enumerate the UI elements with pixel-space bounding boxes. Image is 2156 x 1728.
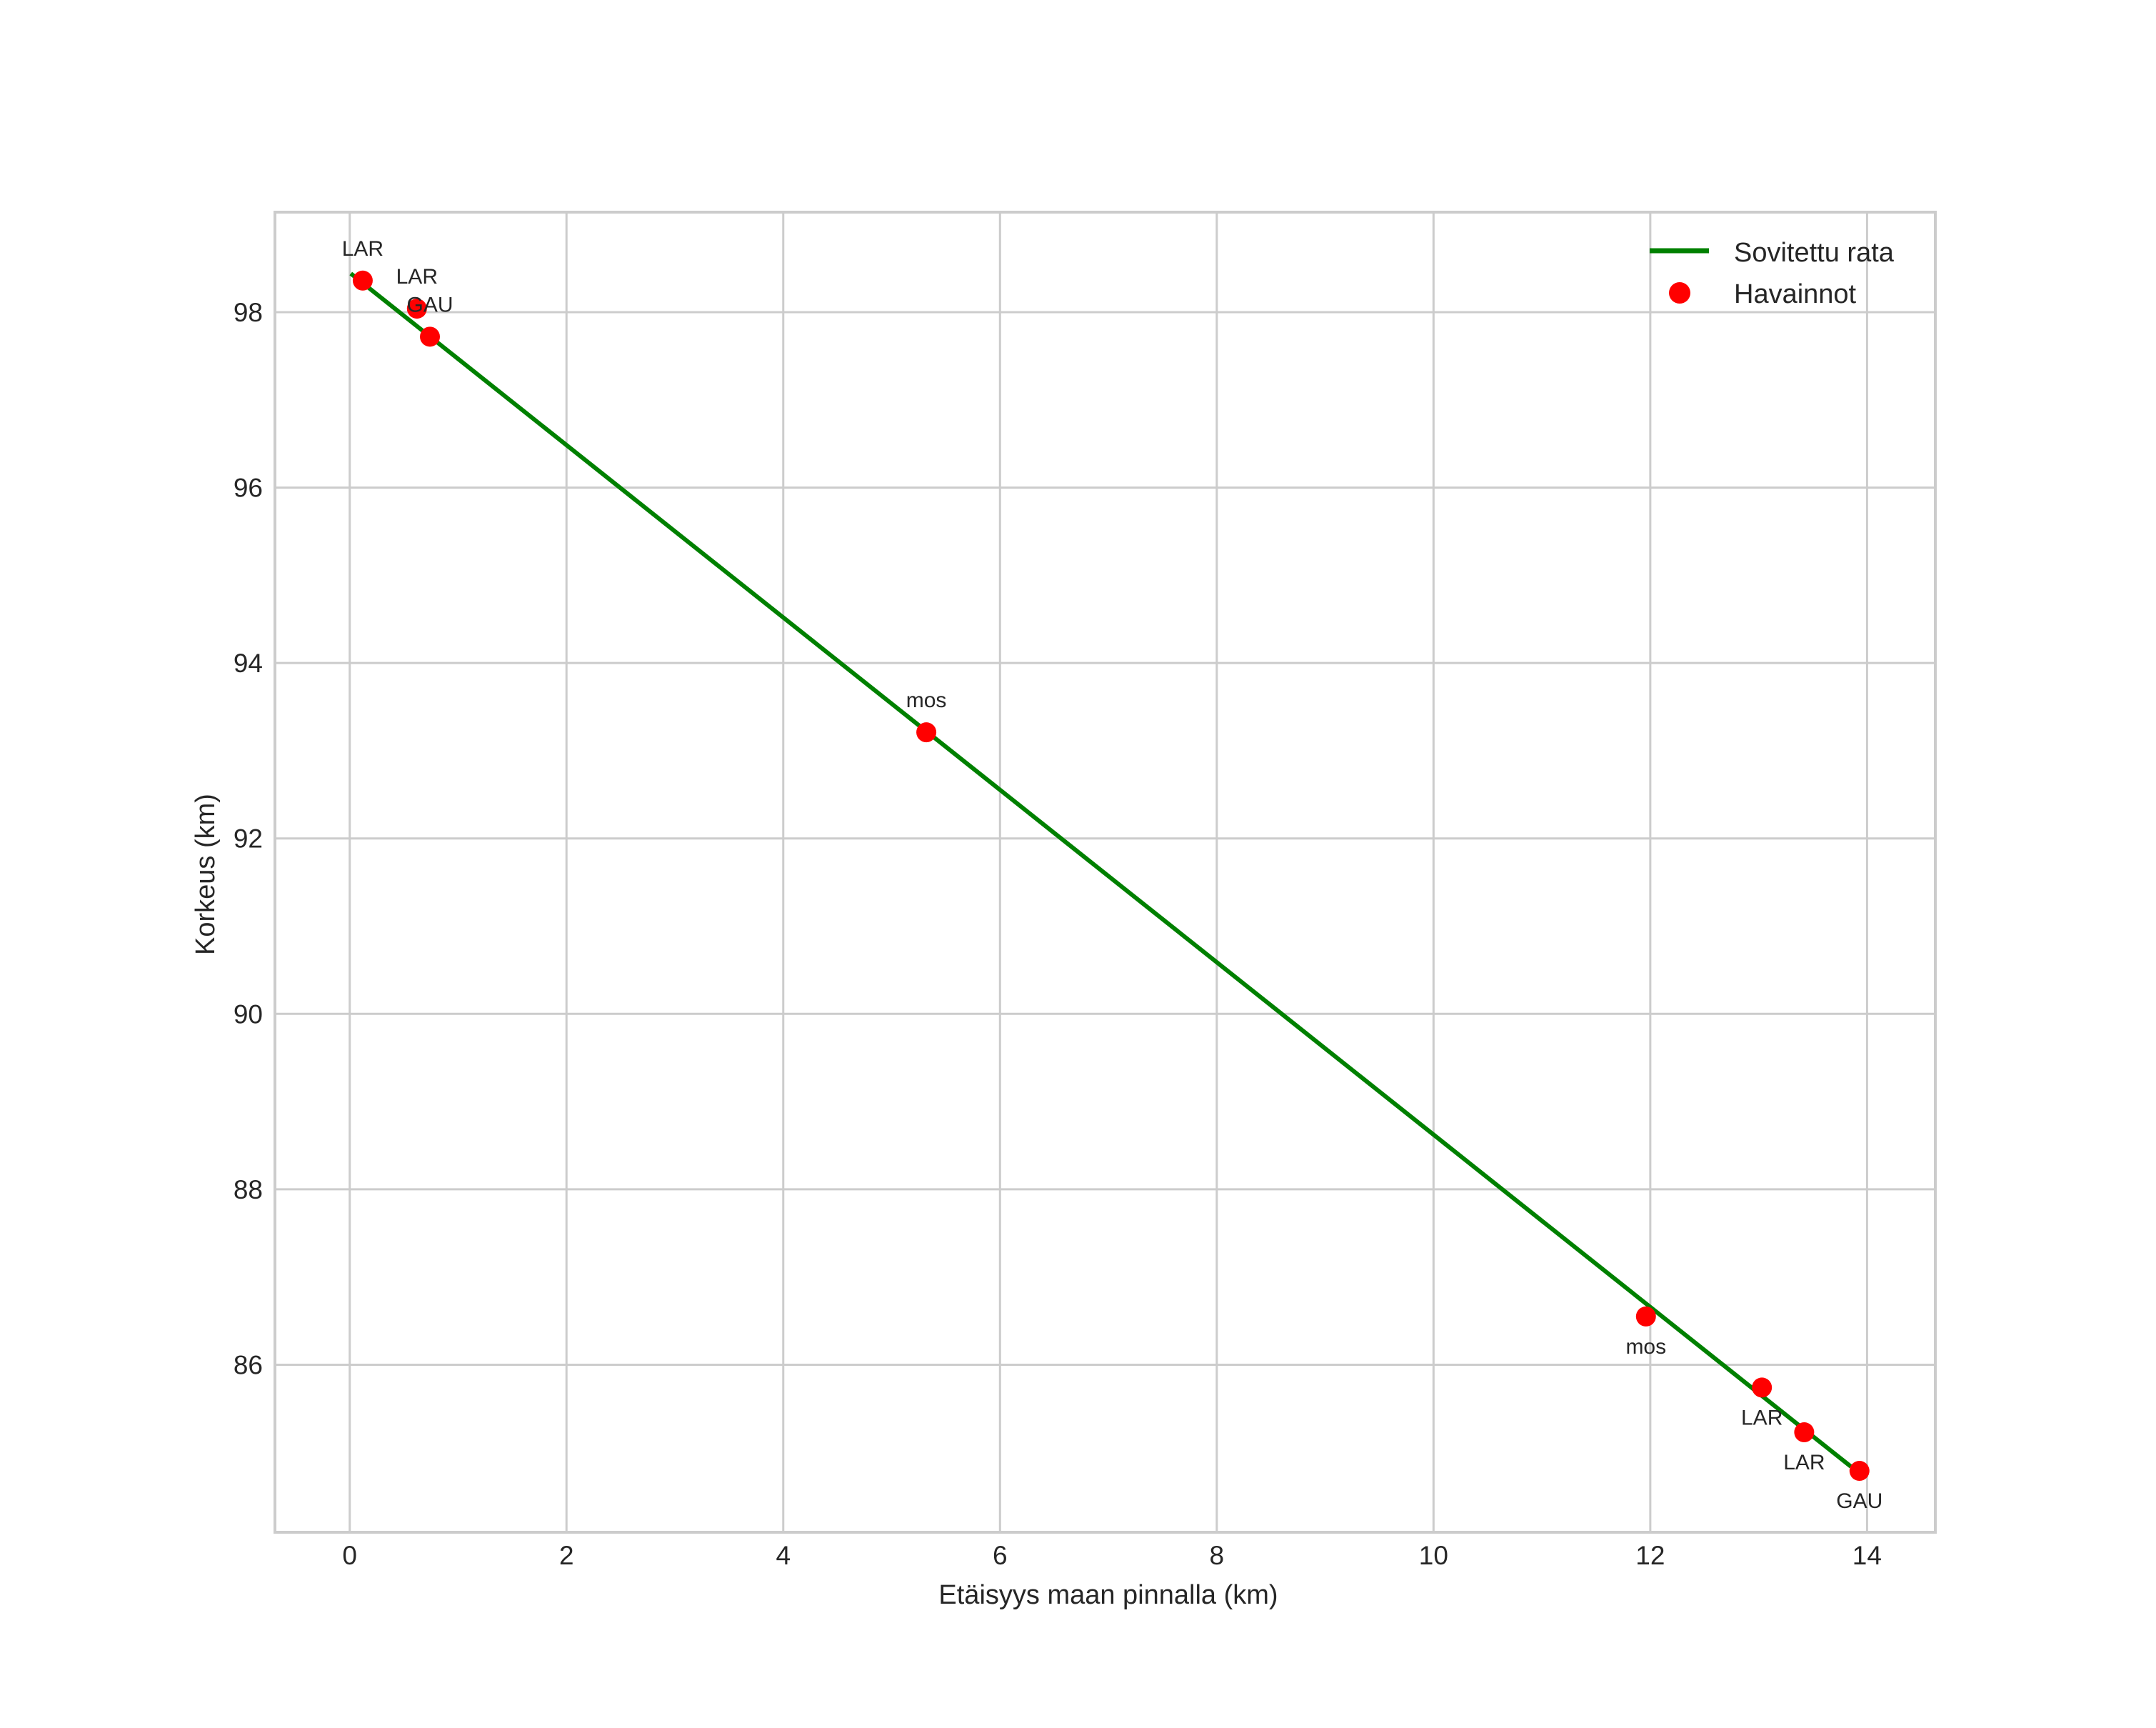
observation-point [1635,1306,1656,1327]
point-label: GAU [407,293,453,316]
fitted-trajectory-line [349,271,1852,1469]
x-tick-label: 2 [559,1541,574,1570]
x-tick-label: 10 [1419,1541,1448,1570]
y-tick-label: 90 [234,999,263,1029]
y-axis-ticks: 86 88 90 92 94 96 98 [234,298,263,1379]
y-tick-label: 92 [234,824,263,854]
point-label: LAR [1783,1451,1825,1474]
observation-point [1752,1377,1773,1398]
y-tick-label: 94 [234,649,263,678]
observation-point [352,270,373,291]
point-label: LAR [342,237,383,261]
point-label: mos [1625,1335,1666,1359]
x-tick-label: 0 [342,1541,357,1570]
plot-area-frame [274,211,1937,1534]
y-tick-label: 96 [234,474,263,503]
x-tick-label: 4 [776,1541,791,1570]
legend-circle-marker [1669,282,1690,304]
observation-point [1849,1461,1870,1482]
point-label: LAR [396,265,438,289]
legend-label-observations: Havainnot [1734,279,1857,309]
x-tick-label: 12 [1635,1541,1665,1570]
observation-point [916,722,937,743]
x-axis-label: Etäisyys maan pinnalla (km) [938,1580,1278,1610]
y-axis-label: Korkeus (km) [191,794,221,955]
data-series [349,270,1870,1482]
x-axis-ticks: 0 2 4 6 8 10 12 14 [342,1541,1882,1570]
grid-lines [275,212,1935,1532]
observation-point [406,299,427,319]
y-tick-label: 86 [234,1350,263,1379]
point-label: mos [906,689,947,712]
observation-point [1794,1422,1815,1443]
observation-point [420,326,441,347]
x-tick-label: 14 [1852,1541,1882,1570]
point-label: GAU [1836,1489,1882,1513]
legend: Sovitettu rata Havainnot [1650,238,1895,309]
y-tick-label: 98 [234,298,263,327]
point-label: LAR [1741,1406,1783,1429]
legend-label-fit: Sovitettu rata [1734,238,1895,268]
y-tick-label: 88 [234,1175,263,1204]
x-tick-label: 6 [993,1541,1008,1570]
x-tick-label: 8 [1210,1541,1225,1570]
